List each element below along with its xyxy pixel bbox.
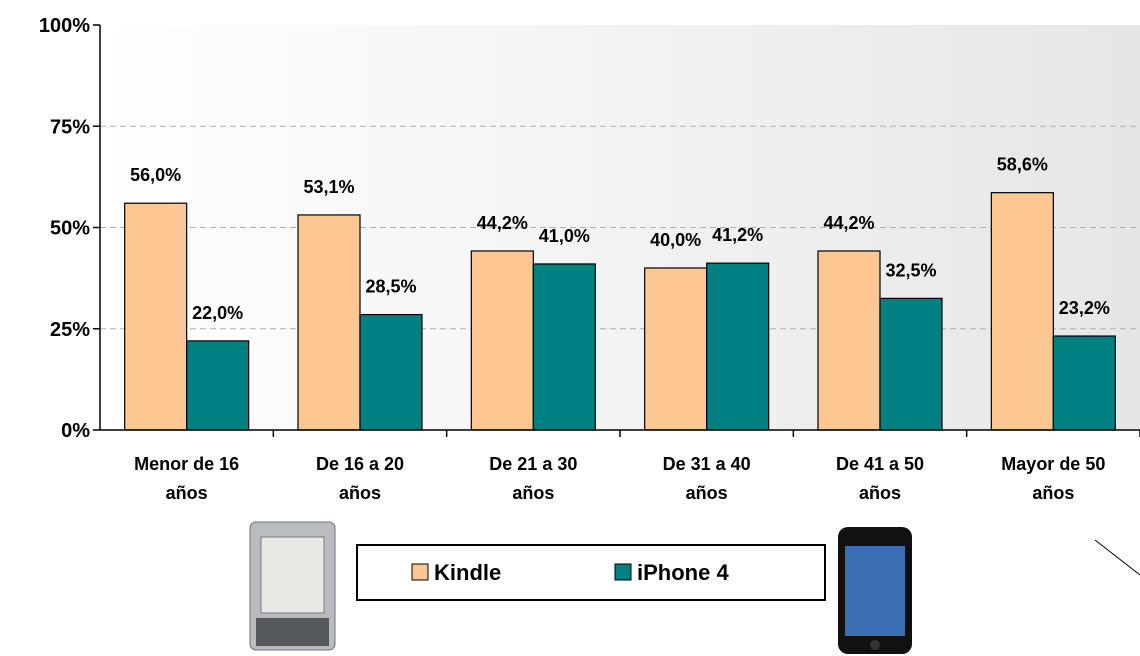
bar — [644, 267, 708, 431]
bar — [470, 250, 534, 431]
y-tick-label: 25% — [50, 319, 90, 341]
data-label: 32,5% — [885, 260, 936, 280]
bar — [879, 297, 943, 431]
data-label: 40,0% — [650, 230, 701, 250]
legend-label: Kindle — [434, 560, 501, 585]
legend-swatch — [411, 563, 429, 581]
bar — [359, 313, 423, 431]
data-label: 58,6% — [997, 155, 1048, 175]
x-tick-label: De 21 a 30 años — [489, 454, 577, 503]
data-label: 28,5% — [365, 277, 416, 297]
data-label: 41,0% — [539, 226, 590, 246]
bar — [817, 250, 881, 431]
data-label: 41,2% — [712, 225, 763, 245]
y-tick-label: 75% — [50, 116, 90, 138]
legend-label: iPhone 4 — [637, 560, 729, 585]
data-label: 53,1% — [303, 177, 354, 197]
kindle-image — [249, 521, 336, 651]
iphone-image — [838, 527, 912, 654]
bar — [297, 214, 361, 431]
data-label: 56,0% — [130, 165, 181, 185]
legend — [356, 544, 826, 601]
x-tick-label: Mayor de 50 años — [1001, 454, 1105, 503]
bar — [990, 192, 1054, 431]
bar — [706, 262, 770, 431]
bar — [532, 263, 596, 431]
y-tick-label: 100% — [39, 15, 90, 37]
bar — [186, 340, 250, 431]
data-label: 44,2% — [477, 213, 528, 233]
data-label: 23,2% — [1059, 298, 1110, 318]
decor-line — [1094, 539, 1140, 576]
bar — [124, 202, 188, 431]
x-tick-label: De 16 a 20 años — [316, 454, 404, 503]
y-tick-label: 0% — [61, 420, 90, 442]
data-label: 22,0% — [192, 303, 243, 323]
x-tick-label: De 41 a 50 años — [836, 454, 924, 503]
legend-swatch — [614, 563, 632, 581]
data-label: 44,2% — [823, 213, 874, 233]
x-tick-label: Menor de 16 años — [134, 454, 239, 503]
x-tick-label: De 31 a 40 años — [663, 454, 751, 503]
y-tick-label: 50% — [50, 218, 90, 240]
bar — [1052, 335, 1116, 431]
